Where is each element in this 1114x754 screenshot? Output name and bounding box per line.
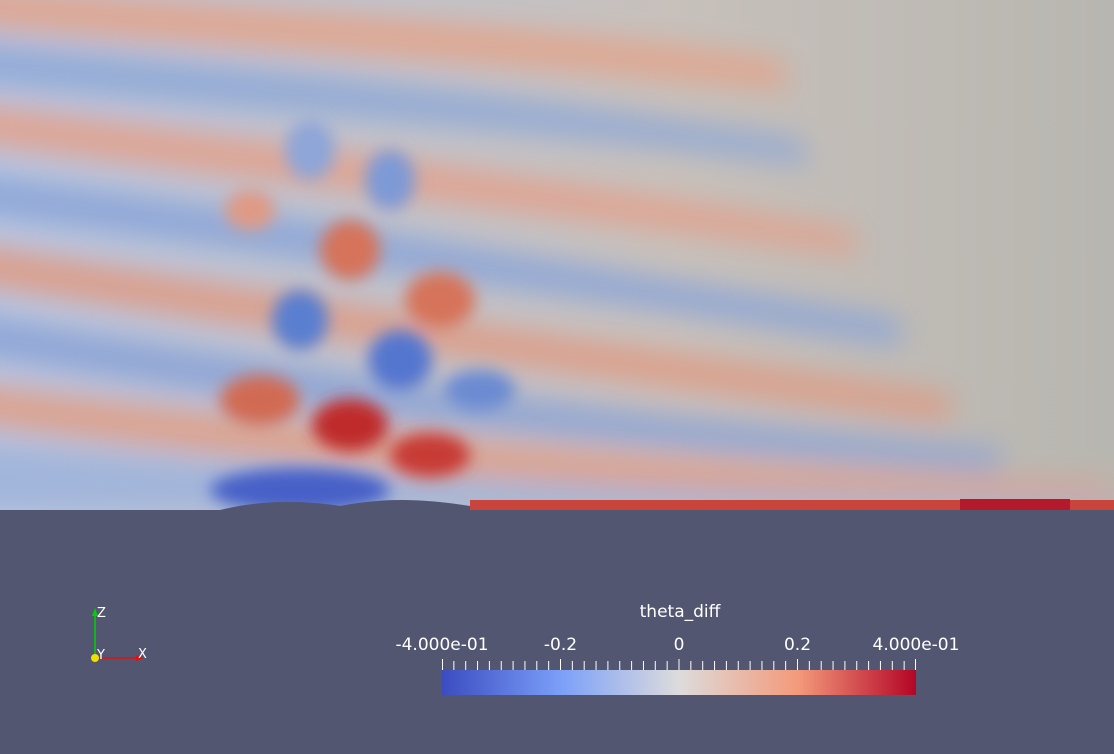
colorbar-tick-label: 4.000e-01 (872, 635, 960, 655)
y-axis-dot (91, 654, 99, 662)
y-axis-label: Y (96, 648, 105, 663)
colorbar-tick-label: 0 (673, 635, 685, 655)
x-axis-label: X (138, 647, 147, 662)
scalar-field-plot (0, 0, 1114, 510)
colorbar-gradient (442, 670, 916, 695)
colorbar-title: theta_diff (639, 602, 721, 622)
orientation-axes: Z Y X (91, 606, 147, 663)
z-axis-label: Z (97, 606, 106, 621)
colorbar-tick-label: 0.2 (783, 635, 812, 655)
colorbar (442, 659, 916, 695)
x-axis-arrow (136, 655, 144, 661)
colorbar-tick-label: -0.2 (543, 635, 578, 655)
colorbar-tick-label: -4.000e-01 (395, 635, 489, 655)
colorbar-ticks (442, 659, 916, 670)
z-axis-arrow (92, 608, 98, 616)
